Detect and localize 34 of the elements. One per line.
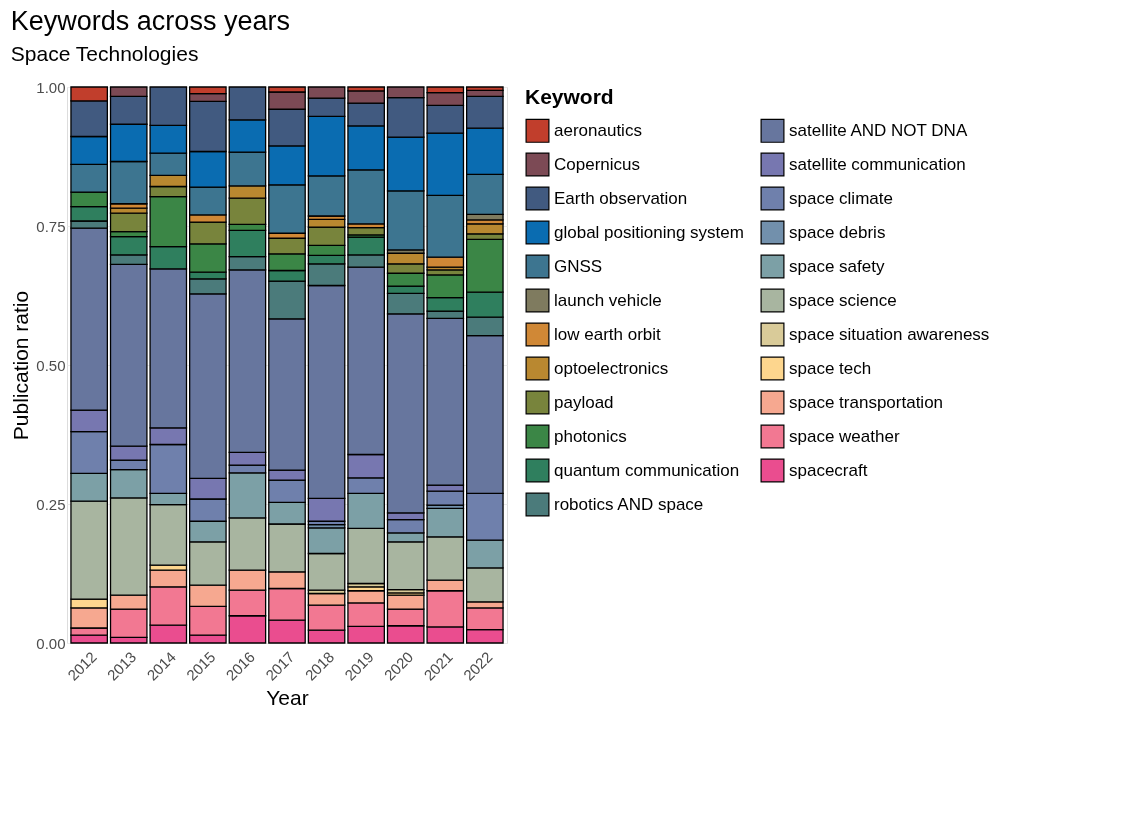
y-tick-label: 0.50 (36, 356, 66, 374)
legend-label: space situation awareness (789, 324, 990, 344)
y-tick-label: 0.75 (36, 217, 66, 235)
legend-label: quantum communication (554, 460, 740, 480)
legend-label: global positioning system (554, 222, 744, 242)
legend-label: Earth observation (554, 188, 688, 208)
legend-label: robotics AND space (554, 494, 704, 514)
y-tick-label: 1.00 (36, 78, 66, 96)
legend-label: satellite communication (789, 154, 966, 174)
legend-label: payload (554, 392, 614, 412)
legend-label: aeronautics (554, 120, 642, 140)
legend-label: satellite AND NOT DNA (789, 120, 968, 140)
legend-label: space safety (789, 256, 885, 276)
y-tick-label: 0.25 (36, 495, 66, 513)
legend-label: Copernicus (554, 154, 640, 174)
legend-title: Keyword (525, 85, 614, 108)
legend-label: space science (789, 290, 897, 310)
legend-label: launch vehicle (554, 290, 662, 310)
bar (347, 227, 385, 236)
legend-label: spacecraft (789, 460, 868, 480)
legend-label: space weather (789, 426, 900, 446)
legend-label: low earth orbit (554, 324, 662, 344)
legend-label: space climate (789, 188, 893, 208)
y-tick-label: 0.00 (36, 634, 66, 652)
legend-label: space debris (789, 222, 886, 242)
legend-label: optoelectronics (554, 358, 669, 378)
chart-title: Keywords across years (10, 6, 290, 36)
y-axis-title: Publication ratio (9, 290, 33, 441)
chart-subtitle: Space Technologies (10, 42, 199, 65)
x-axis-title: Year (266, 685, 309, 709)
legend-label: space tech (789, 358, 872, 378)
legend-label: photonics (554, 426, 627, 446)
legend-label: space transportation (789, 392, 944, 412)
legend-label: GNSS (554, 256, 603, 276)
